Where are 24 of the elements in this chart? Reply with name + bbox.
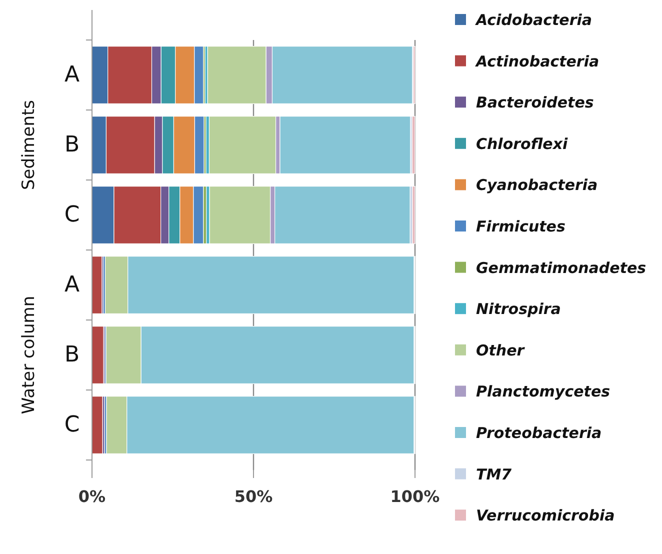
text: Water column xyxy=(19,296,39,414)
y-tick-label: C xyxy=(64,412,80,438)
legend-label: Other xyxy=(476,341,526,360)
x-tick-label: 100% xyxy=(390,487,440,506)
legend-label: Acidobacteria xyxy=(475,11,592,29)
y-tick-label: A xyxy=(64,272,80,298)
legend-label: Verrucomicrobia xyxy=(476,506,615,525)
text: Sediments xyxy=(19,100,39,190)
legend-label: Firmicutes xyxy=(476,218,566,236)
legend-label: Bacteroidetes xyxy=(476,94,594,112)
text: Proteobacteria xyxy=(476,424,602,442)
legend-label: Planctomycetes xyxy=(476,382,610,401)
legend-label: Cyanobacteria xyxy=(476,176,598,194)
y-tick-label: A xyxy=(64,62,80,88)
legend-label: Chloroflexi xyxy=(476,134,568,153)
legend-label: Nitrospira xyxy=(476,300,561,318)
y-tick-label: B xyxy=(64,342,80,368)
legend-label: Gemmatimonadetes xyxy=(476,258,646,277)
legend-label: TM7 xyxy=(476,465,512,484)
y-tick-label: C xyxy=(64,202,80,228)
legend-label: Actinobacteria xyxy=(475,52,600,70)
x-tick-label: 50% xyxy=(234,487,273,506)
x-tick-label: 0% xyxy=(78,487,106,506)
y-tick-label: B xyxy=(64,132,80,158)
